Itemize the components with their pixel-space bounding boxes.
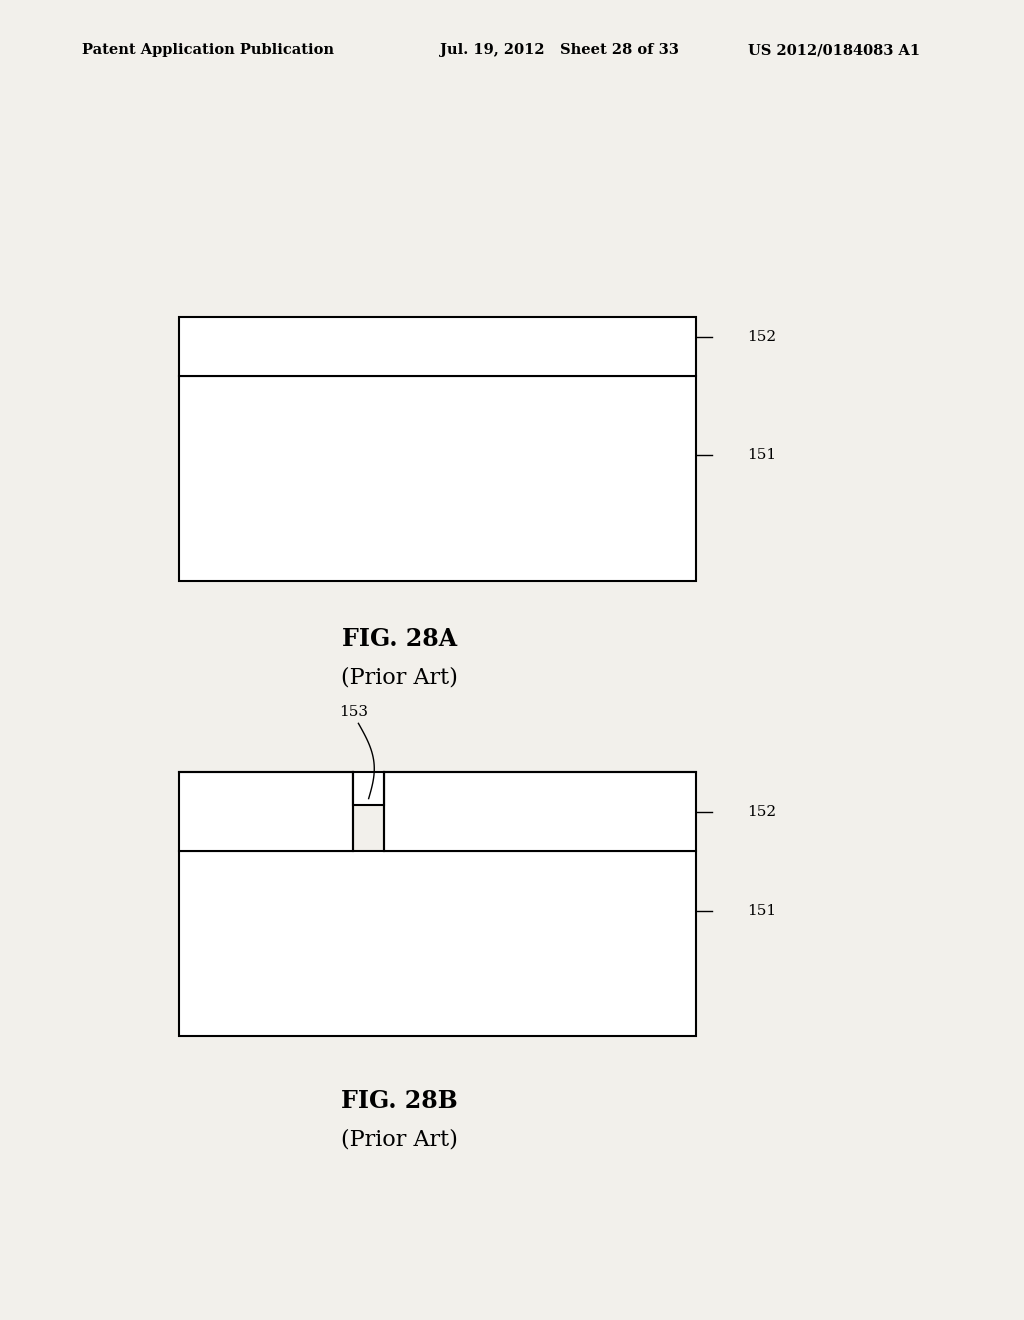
Bar bbox=[179, 772, 353, 851]
Text: 152: 152 bbox=[748, 330, 776, 343]
Text: Jul. 19, 2012   Sheet 28 of 33: Jul. 19, 2012 Sheet 28 of 33 bbox=[440, 44, 679, 57]
Text: FIG. 28B: FIG. 28B bbox=[341, 1089, 458, 1113]
Text: 153: 153 bbox=[339, 705, 368, 719]
Text: (Prior Art): (Prior Art) bbox=[341, 1129, 458, 1151]
Text: 151: 151 bbox=[748, 449, 776, 462]
Text: 151: 151 bbox=[748, 904, 776, 917]
Bar bbox=[384, 772, 696, 851]
Text: FIG. 28A: FIG. 28A bbox=[342, 627, 457, 651]
Text: Patent Application Publication: Patent Application Publication bbox=[82, 44, 334, 57]
Text: (Prior Art): (Prior Art) bbox=[341, 667, 458, 689]
Text: US 2012/0184083 A1: US 2012/0184083 A1 bbox=[748, 44, 920, 57]
Bar bbox=[179, 317, 696, 376]
Bar bbox=[353, 772, 384, 805]
Text: 152: 152 bbox=[748, 805, 776, 818]
Bar bbox=[179, 851, 696, 1036]
Bar bbox=[179, 376, 696, 581]
